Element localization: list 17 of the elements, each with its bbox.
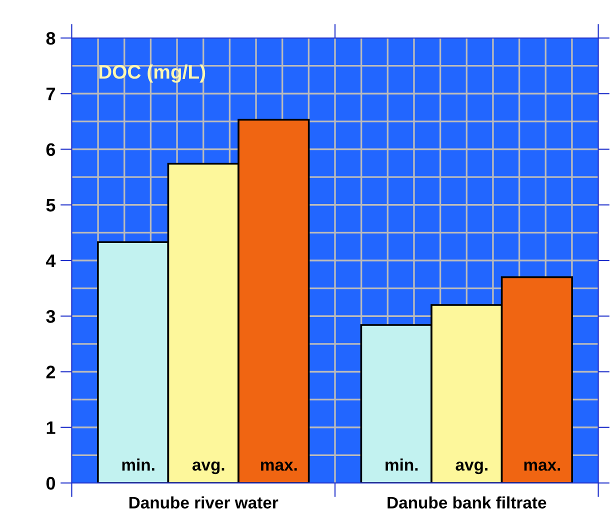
text: min. xyxy=(386,458,418,471)
x-tick-label: Danube bank filtrate xyxy=(388,496,546,509)
y-tick-label: 2 xyxy=(46,366,56,378)
y-tick-label: 6 xyxy=(46,143,56,156)
y-tick-label: 8 xyxy=(46,32,56,45)
y-tick-label: 4 xyxy=(46,254,56,268)
series-label: max. xyxy=(261,462,297,471)
y-tick-label: 1 xyxy=(46,421,56,434)
y-tick-label: 3 xyxy=(46,310,56,323)
text: max. xyxy=(524,462,560,471)
series-label: min. xyxy=(122,458,154,471)
series-label: avg. xyxy=(192,462,224,474)
y-tick-label: 7 xyxy=(46,88,55,100)
x-tick-label: Danube river water xyxy=(129,496,278,509)
y-tick-label: 0 xyxy=(46,476,56,490)
text: avg. xyxy=(456,462,488,474)
y-tick-label: 5 xyxy=(46,199,56,212)
